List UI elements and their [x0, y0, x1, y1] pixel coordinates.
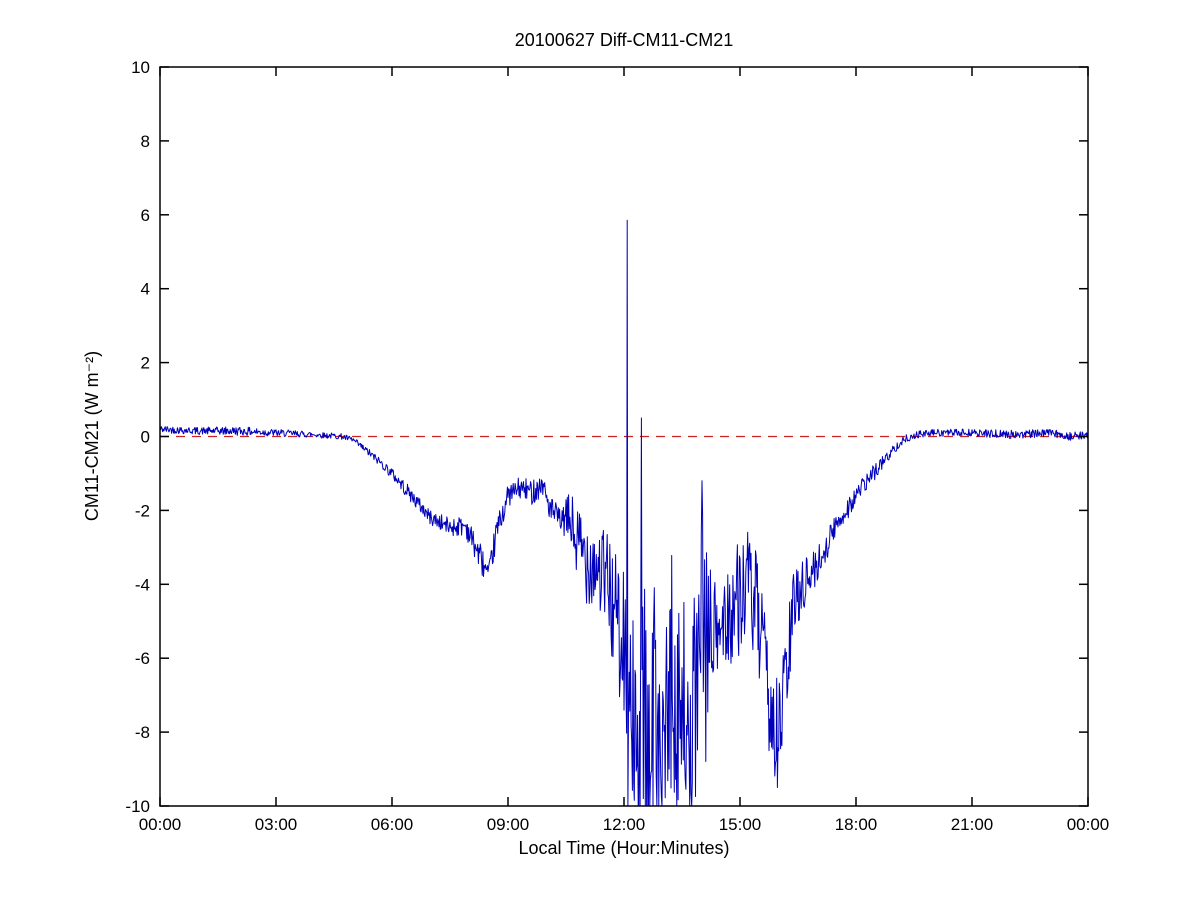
y-tick-label: 4	[141, 280, 150, 299]
x-tick-label: 00:00	[139, 815, 182, 834]
y-tick-label: -8	[135, 723, 150, 742]
y-tick-label: 8	[141, 132, 150, 151]
x-tick-label: 09:00	[487, 815, 530, 834]
x-tick-label: 00:00	[1067, 815, 1110, 834]
x-tick-label: 21:00	[951, 815, 994, 834]
y-tick-label: 2	[141, 354, 150, 373]
x-tick-label: 06:00	[371, 815, 414, 834]
y-tick-label: -6	[135, 649, 150, 668]
y-tick-label: -2	[135, 501, 150, 520]
data-series-group	[159, 219, 1089, 807]
y-tick-label: 6	[141, 206, 150, 225]
plot-border	[159, 66, 1089, 807]
x-axis-label: Local Time (Hour:Minutes)	[518, 838, 729, 858]
axis-tick-labels-group: 00:00 03:00 06:00 09:00 12:00 15:00 18:00 21:00…	[125, 58, 1109, 834]
x-tick-label: 18:00	[835, 815, 878, 834]
x-tick-label: 15:00	[719, 815, 762, 834]
y-tick-label: 0	[141, 428, 150, 447]
y-axis-label: CM11-CM21 (W m⁻²)	[82, 351, 102, 521]
y-tick-label: 10	[131, 58, 150, 77]
x-tick-label: 12:00	[603, 815, 646, 834]
y-tick-label: -10	[125, 797, 150, 816]
axis-ticks-group	[159, 66, 1089, 807]
data-line	[159, 219, 1089, 807]
chart-title: 20100627 Diff-CM11-CM21	[515, 30, 733, 50]
y-tick-label: -4	[135, 575, 150, 594]
x-tick-label: 03:00	[255, 815, 298, 834]
